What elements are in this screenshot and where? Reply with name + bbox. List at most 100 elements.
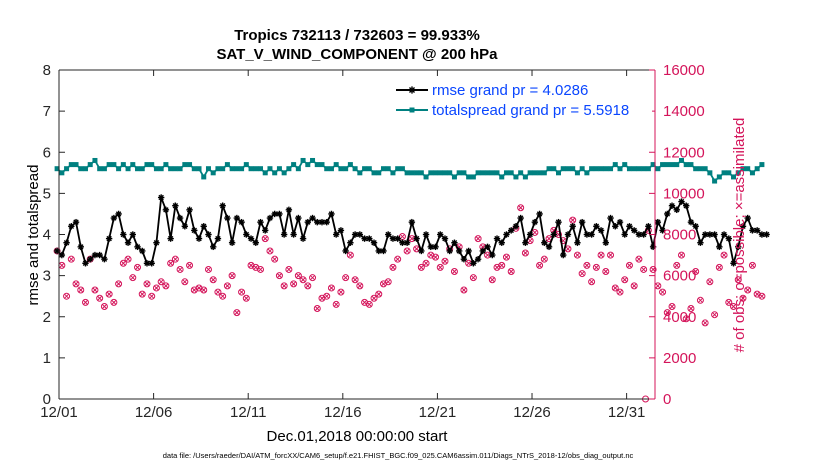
rmse-point — [512, 223, 520, 230]
y-tick-label-right: 2000 — [663, 350, 696, 367]
rmse-point — [58, 251, 66, 259]
rmse-point — [706, 231, 714, 238]
obs-point — [432, 253, 440, 261]
obs-point — [422, 259, 430, 267]
spread-point — [556, 170, 562, 176]
rmse-point — [508, 227, 515, 234]
rmse-point — [711, 231, 718, 238]
spread-point — [215, 166, 221, 172]
obs-point — [474, 235, 482, 243]
spread-point — [693, 166, 699, 172]
obs-point — [309, 274, 317, 282]
rmse-point — [82, 260, 89, 267]
obs-point — [701, 319, 709, 327]
x-tick-label: 12/26 — [513, 404, 551, 421]
rmse-point — [280, 231, 288, 238]
obs-point — [403, 247, 411, 255]
rmse-point — [219, 202, 226, 209]
rmse-point — [607, 214, 614, 222]
rmse-point — [285, 206, 293, 214]
obs-point — [285, 265, 293, 273]
obs-point — [621, 276, 629, 284]
obs-point — [725, 298, 733, 306]
rmse-point — [77, 243, 84, 251]
spread-point — [87, 162, 93, 168]
rmse-point — [597, 227, 605, 234]
obs-point — [157, 278, 165, 286]
obs-point — [346, 251, 354, 259]
spread-point — [470, 174, 476, 180]
obs-point — [687, 305, 695, 313]
obs-point — [186, 261, 194, 269]
spread-point — [385, 166, 391, 172]
spread-point — [404, 170, 410, 176]
rmse-point — [413, 235, 420, 242]
legend-spread-label: totalspread grand pr = 5.5918 — [432, 102, 629, 119]
obs-point — [176, 265, 184, 273]
rmse-point — [385, 231, 392, 238]
rmse-point — [479, 247, 487, 255]
rmse-point — [120, 231, 127, 238]
spread-point — [196, 166, 202, 172]
y-tick-label-right: 16000 — [663, 62, 705, 79]
y-tick-label-right: 8000 — [663, 227, 696, 244]
spread-point — [291, 162, 297, 168]
spread-point — [697, 166, 703, 172]
rmse-point — [399, 239, 406, 246]
obs-point — [583, 261, 591, 269]
rmse-point — [541, 239, 548, 246]
rmse-point — [87, 255, 94, 263]
obs-point — [498, 261, 506, 269]
spread-point — [707, 170, 713, 176]
obs-point — [521, 249, 529, 257]
rmse-point — [470, 260, 477, 267]
obs-point — [219, 292, 227, 300]
spread-point — [598, 166, 604, 172]
spread-point — [631, 166, 637, 172]
rmse-point — [446, 247, 453, 255]
rmse-point — [68, 223, 75, 230]
spread-point — [428, 170, 434, 176]
spread-point — [433, 170, 439, 176]
obs-point — [238, 288, 246, 296]
rmse-point — [484, 243, 491, 251]
rmse-point — [489, 251, 496, 259]
rmse-point — [176, 214, 184, 222]
x-tick-label: 12/31 — [608, 404, 646, 421]
spread-point — [503, 170, 509, 176]
spread-point — [239, 166, 245, 172]
rmse-point — [115, 210, 122, 218]
obs-point — [602, 268, 610, 276]
rmse-point — [749, 227, 756, 234]
obs-point — [630, 282, 638, 290]
obs-point — [597, 251, 605, 259]
obs-point — [167, 259, 175, 267]
obs-point — [625, 261, 633, 269]
spread-point — [608, 166, 614, 172]
obs-point — [91, 286, 99, 294]
y-tick-label-right: 0 — [663, 391, 671, 408]
rmse-point — [252, 239, 259, 246]
obs-point — [715, 263, 723, 271]
spread-point — [376, 170, 382, 176]
y-tick-label-left: 1 — [43, 350, 51, 367]
spread-point — [721, 170, 727, 176]
rmse-point — [437, 231, 444, 238]
rmse-point — [328, 210, 335, 218]
obs-point — [375, 290, 383, 298]
rmse-point — [195, 235, 203, 242]
obs-point — [417, 263, 425, 271]
spread-point — [243, 162, 249, 168]
spread-point — [754, 166, 760, 172]
spread-point — [518, 170, 524, 176]
spread-point — [584, 170, 590, 176]
spread-point — [678, 157, 684, 163]
obs-point — [351, 276, 359, 284]
spread-point — [101, 166, 107, 172]
spread-point — [220, 166, 226, 172]
obs-point — [668, 302, 676, 310]
obs-point — [67, 255, 75, 263]
spread-point — [669, 162, 675, 168]
rmse-point — [134, 243, 141, 251]
